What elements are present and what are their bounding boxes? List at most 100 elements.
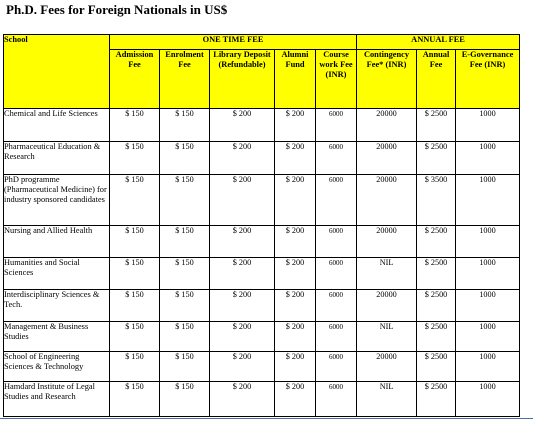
- school-name-cell: Hamdard Institute of Legal Studies and R…: [3, 381, 110, 417]
- table-row: Chemical and Life Sciences $ 150 $ 150 $ 20…: [3, 108, 521, 142]
- library-deposit-cell: $ 200: [209, 289, 275, 322]
- school-name-cell: Management & Business Studies: [3, 321, 110, 352]
- table-row: Hamdard Institute of Legal Studies and R…: [3, 381, 521, 417]
- course-work-fee-cell: 6000: [314, 351, 358, 382]
- course-work-fee-cell: 6000: [314, 108, 358, 142]
- school-name-cell: Chemical and Life Sciences: [3, 108, 110, 142]
- e-governance-fee-cell: 1000: [455, 174, 521, 226]
- course-work-fee-cell: 6000: [314, 225, 358, 258]
- course-work-fee-cell: 6000: [314, 289, 358, 322]
- contingency-fee-cell: 20000: [356, 289, 418, 322]
- contingency-fee-cell: 20000: [356, 351, 418, 382]
- contingency-fee-cell: 20000: [356, 141, 418, 175]
- course-work-fee-cell: 6000: [314, 381, 358, 417]
- admission-fee-cell: $ 150: [109, 321, 160, 352]
- school-name-cell: Humanities and Social Sciences: [3, 257, 110, 290]
- library-deposit-cell: $ 200: [209, 257, 275, 290]
- admission-fee-cell: $ 150: [109, 174, 160, 226]
- header-school: School: [3, 34, 110, 109]
- table-row: Interdisciplinary Sciences & Tech. $ 150 $…: [3, 289, 521, 322]
- admission-fee-cell: $ 150: [109, 289, 160, 322]
- enrolment-fee-cell: $ 150: [159, 141, 210, 175]
- header-e-governance-fee: E-Governance Fee (INR): [455, 49, 521, 109]
- annual-fee-cell: $ 2500: [416, 108, 457, 142]
- table-row: Humanities and Social Sciences $ 150 $ 150…: [3, 257, 521, 290]
- alumni-fund-cell: $ 200: [274, 141, 316, 175]
- header-annual-fee-col: Annual Fee: [416, 49, 457, 109]
- contingency-fee-cell: NIL: [356, 321, 418, 352]
- course-work-fee-cell: 6000: [314, 321, 358, 352]
- school-name-cell: PhD programme (Pharmaceutical Medicine) …: [3, 174, 110, 226]
- e-governance-fee-cell: 1000: [455, 351, 521, 382]
- table-row: Nursing and Allied Health $ 150 $ 150 $ 200…: [3, 225, 521, 258]
- alumni-fund-cell: $ 200: [274, 257, 316, 290]
- contingency-fee-cell: 20000: [356, 108, 418, 142]
- school-name-cell: Nursing and Allied Health: [3, 225, 110, 258]
- alumni-fund-cell: $ 200: [274, 351, 316, 382]
- admission-fee-cell: $ 150: [109, 141, 160, 175]
- e-governance-fee-cell: 1000: [455, 289, 521, 322]
- alumni-fund-cell: $ 200: [274, 174, 316, 226]
- header-annual-fee: ANNUAL FEE: [356, 34, 521, 50]
- header-library-deposit: Library Deposit (Refundable): [209, 49, 275, 109]
- enrolment-fee-cell: $ 150: [159, 108, 210, 142]
- contingency-fee-cell: 20000: [356, 174, 418, 226]
- fees-table: School ONE TIME FEE ANNUAL FEE Admission…: [3, 34, 521, 417]
- table-row: Management & Business Studies $ 150 $ 150 $…: [3, 321, 521, 352]
- library-deposit-cell: $ 200: [209, 225, 275, 258]
- enrolment-fee-cell: $ 150: [159, 174, 210, 226]
- e-governance-fee-cell: 1000: [455, 141, 521, 175]
- table-row: PhD programme (Pharmaceutical Medicine) …: [3, 174, 521, 226]
- course-work-fee-cell: 6000: [314, 257, 358, 290]
- course-work-fee-cell: 6000: [314, 174, 358, 226]
- course-work-fee-cell: 6000: [314, 141, 358, 175]
- enrolment-fee-cell: $ 150: [159, 381, 210, 417]
- e-governance-fee-cell: 1000: [455, 225, 521, 258]
- annual-fee-cell: $ 2500: [416, 289, 457, 322]
- bottom-divider: [0, 418, 533, 419]
- enrolment-fee-cell: $ 150: [159, 351, 210, 382]
- header-enrolment-fee: Enrolment Fee: [159, 49, 210, 109]
- annual-fee-cell: $ 2500: [416, 257, 457, 290]
- header-alumni-fund: Alumni Fund: [274, 49, 316, 109]
- header-contingency-fee: Contingency Fee* (INR): [356, 49, 418, 109]
- annual-fee-cell: $ 2500: [416, 225, 457, 258]
- library-deposit-cell: $ 200: [209, 141, 275, 175]
- library-deposit-cell: $ 200: [209, 351, 275, 382]
- page-title: Ph.D. Fees for Foreign Nationals in US$: [6, 2, 228, 17]
- contingency-fee-cell: NIL: [356, 257, 418, 290]
- header-admission-fee: Admission Fee: [109, 49, 160, 109]
- admission-fee-cell: $ 150: [109, 108, 160, 142]
- alumni-fund-cell: $ 200: [274, 289, 316, 322]
- library-deposit-cell: $ 200: [209, 174, 275, 226]
- annual-fee-cell: $ 2500: [416, 321, 457, 352]
- alumni-fund-cell: $ 200: [274, 225, 316, 258]
- admission-fee-cell: $ 150: [109, 381, 160, 417]
- contingency-fee-cell: NIL: [356, 381, 418, 417]
- annual-fee-cell: $ 2500: [416, 381, 457, 417]
- school-name-cell: Pharmaceutical Education & Research: [3, 141, 110, 175]
- annual-fee-cell: $ 3500: [416, 174, 457, 226]
- admission-fee-cell: $ 150: [109, 257, 160, 290]
- table-row: Pharmaceutical Education & Research $ 150…: [3, 141, 521, 175]
- library-deposit-cell: $ 200: [209, 108, 275, 142]
- table-row: School of Engineering Sciences & Technol…: [3, 351, 521, 382]
- school-name-cell: Interdisciplinary Sciences & Tech.: [3, 289, 110, 322]
- annual-fee-cell: $ 2500: [416, 351, 457, 382]
- contingency-fee-cell: 20000: [356, 225, 418, 258]
- enrolment-fee-cell: $ 150: [159, 289, 210, 322]
- library-deposit-cell: $ 200: [209, 381, 275, 417]
- e-governance-fee-cell: 1000: [455, 321, 521, 352]
- enrolment-fee-cell: $ 150: [159, 257, 210, 290]
- alumni-fund-cell: $ 200: [274, 108, 316, 142]
- library-deposit-cell: $ 200: [209, 321, 275, 352]
- e-governance-fee-cell: 1000: [455, 381, 521, 417]
- school-name-cell: School of Engineering Sciences & Technol…: [3, 351, 110, 382]
- admission-fee-cell: $ 150: [109, 351, 160, 382]
- alumni-fund-cell: $ 200: [274, 381, 316, 417]
- fees-table-body: Chemical and Life Sciences $ 150 $ 150 $ 20…: [3, 108, 521, 417]
- alumni-fund-cell: $ 200: [274, 321, 316, 352]
- enrolment-fee-cell: $ 150: [159, 321, 210, 352]
- header-course-work-fee: Course work Fee (INR): [314, 49, 358, 109]
- e-governance-fee-cell: 1000: [455, 108, 521, 142]
